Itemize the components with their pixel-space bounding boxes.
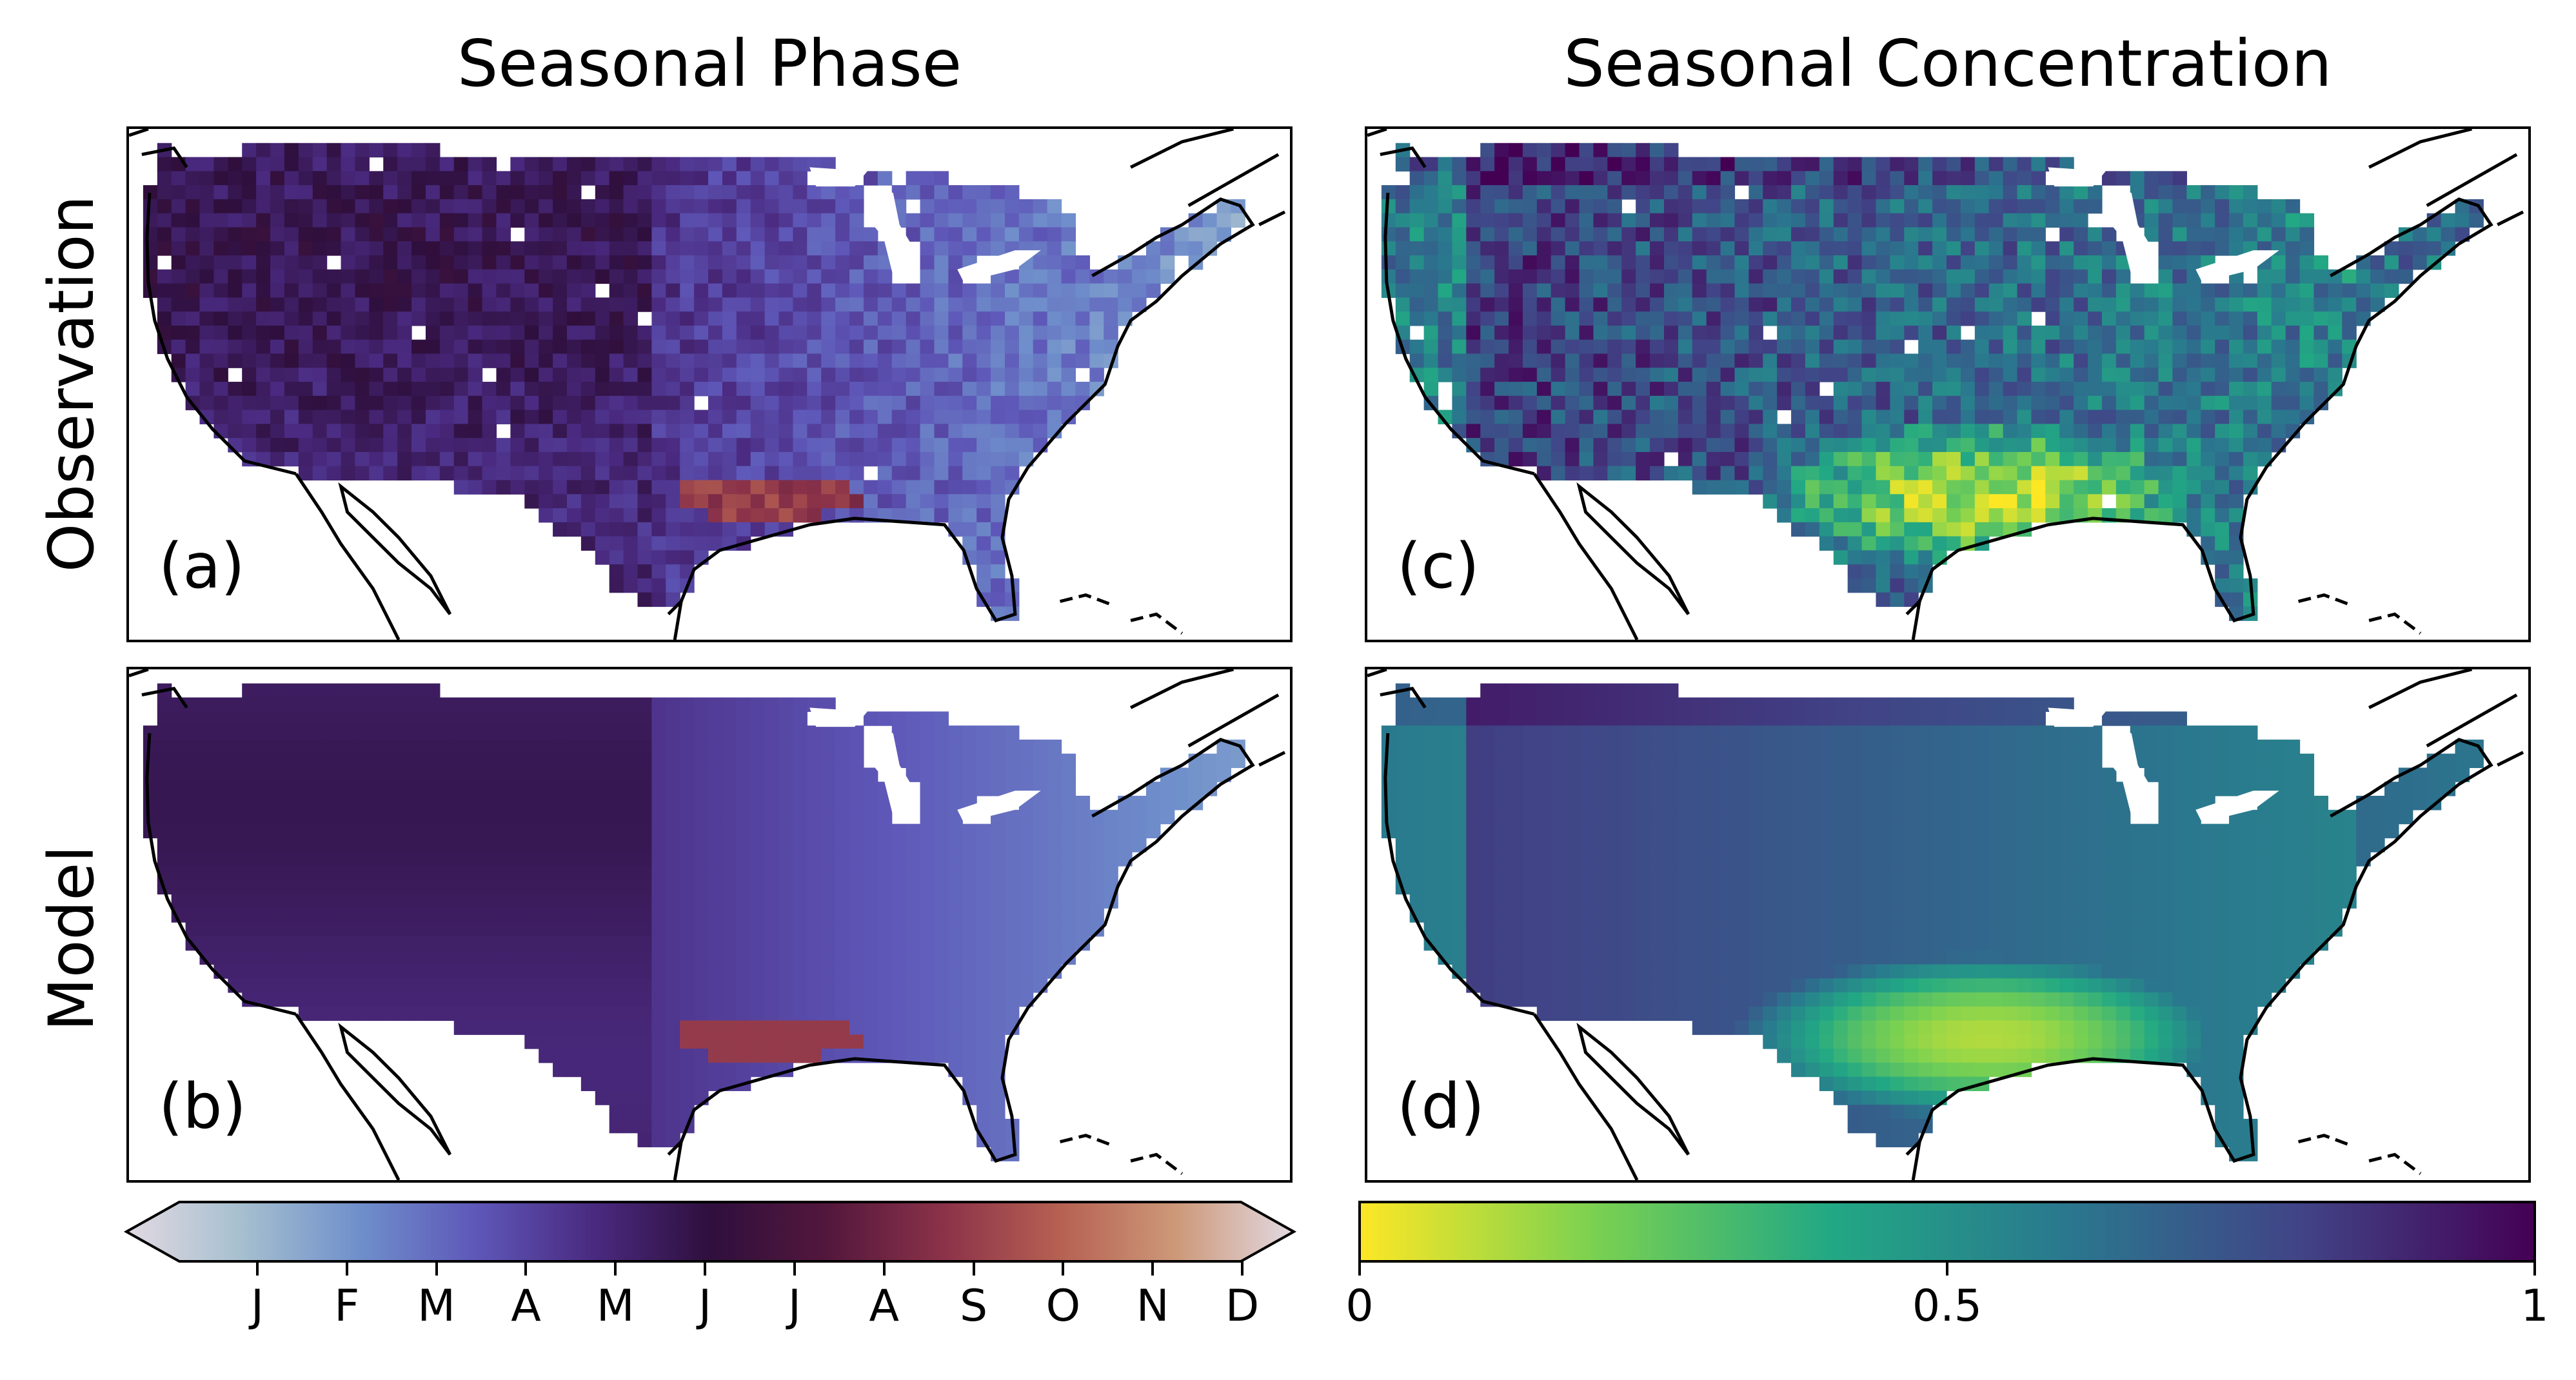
baja-coastline [294, 473, 683, 640]
baja-coastline [1532, 1013, 1921, 1180]
phase-tick-mark [1062, 1261, 1065, 1276]
panel-label-b: (b) [159, 1070, 246, 1143]
phase-tick-mark [704, 1261, 707, 1276]
island-coastline [2297, 1134, 2422, 1176]
concentration-tick-mark [1946, 1261, 1948, 1276]
map-canvas-c [1367, 129, 2524, 640]
map-panel-a: (a) [126, 126, 1293, 642]
lake-outline [2195, 250, 2279, 282]
phase-colorbar-svg [123, 1201, 1297, 1263]
canada-coastline [1129, 129, 1286, 226]
map-canvas-a [129, 129, 1286, 640]
lake-outline [2105, 727, 2157, 823]
pacific-northwest-coastline [1367, 129, 1427, 168]
phase-tick-mark [435, 1261, 438, 1276]
phase-tick-label: N [1136, 1281, 1169, 1332]
phase-tick-mark [972, 1261, 975, 1276]
coastline [1383, 192, 2493, 623]
pacific-northwest-coastline [129, 129, 188, 168]
title-seasonal-phase: Seasonal Phase [457, 26, 962, 101]
concentration-colorbar [1357, 1199, 2537, 1264]
phase-tick-mark [882, 1261, 886, 1276]
island-coastline [2297, 593, 2422, 635]
phase-tick-label: M [596, 1281, 635, 1332]
grid-cells [1381, 683, 2484, 1161]
panel-label-d: (d) [1397, 1070, 1485, 1143]
concentration-colorbar-bar [1358, 1201, 2536, 1263]
lake-outline [809, 707, 867, 727]
grid-cells [143, 143, 1245, 621]
phase-tick-label: A [511, 1281, 541, 1332]
lake-outline [2048, 707, 2106, 727]
lake-outline [2048, 167, 2106, 187]
coastline [145, 733, 1255, 1163]
island-coastline [1059, 1134, 1184, 1176]
lake-outline [867, 727, 919, 823]
phase-tick-mark [345, 1261, 348, 1276]
lake-outline [2105, 186, 2157, 282]
phase-tick-mark [1151, 1261, 1154, 1276]
baja-coastline [1532, 473, 1921, 640]
lake-outline [957, 791, 1041, 823]
concentration-tick-mark [2533, 1261, 2536, 1276]
grid-cells [1381, 143, 2484, 621]
phase-tick-mark [614, 1261, 617, 1276]
concentration-colorbar-ticks: 0 0.5 1 [1345, 1261, 2549, 1358]
panel-label-c: (c) [1397, 530, 1480, 602]
concentration-tick-label: 0.5 [1912, 1281, 1983, 1332]
concentration-tick-label: 1 [2521, 1281, 2549, 1332]
map-canvas-b [129, 669, 1286, 1180]
row-label-observation: Observation [35, 195, 108, 573]
map-panel-c: (c) [1365, 126, 2531, 642]
phase-tick-mark [524, 1261, 528, 1276]
phase-tick-label: M [417, 1281, 455, 1332]
island-coastline [1059, 593, 1184, 635]
title-seasonal-concentration: Seasonal Concentration [1563, 26, 2332, 101]
canada-coastline [1129, 669, 1286, 767]
panel-label-a: (a) [159, 530, 245, 602]
phase-tick-label: S [959, 1281, 988, 1332]
lake-outline [957, 250, 1041, 282]
baja-coastline [294, 1013, 683, 1180]
phase-tick-label: J [698, 1281, 712, 1332]
phase-colorbar [120, 1199, 1300, 1264]
phase-tick-mark [793, 1261, 796, 1276]
lake-outline [867, 186, 919, 282]
map-panel-d: (d) [1365, 667, 2531, 1183]
lake-outline [809, 167, 867, 187]
phase-tick-label: F [334, 1281, 360, 1332]
row-label-model: Model [35, 845, 108, 1032]
phase-tick-mark [256, 1261, 259, 1276]
phase-tick-mark [1241, 1261, 1243, 1276]
canada-coastline [2368, 669, 2524, 767]
coastline [145, 192, 1255, 623]
concentration-tick-mark [1358, 1261, 1361, 1276]
coastline [1383, 733, 2493, 1163]
concentration-colorbar-svg [1358, 1201, 2536, 1263]
phase-colorbar-bar [123, 1201, 1297, 1263]
lake-outline [2195, 791, 2279, 823]
pacific-northwest-coastline [129, 669, 188, 709]
phase-tick-label: O [1045, 1281, 1081, 1332]
canada-coastline [2368, 129, 2524, 226]
pacific-northwest-coastline [1367, 669, 1427, 709]
phase-tick-label: D [1225, 1281, 1260, 1332]
phase-tick-label: J [250, 1281, 264, 1332]
grid-cells [143, 683, 1245, 1161]
phase-tick-label: A [869, 1281, 899, 1332]
phase-tick-label: J [788, 1281, 801, 1332]
concentration-tick-label: 0 [1345, 1281, 1374, 1332]
map-panel-b: (b) [126, 667, 1293, 1183]
map-canvas-d [1367, 669, 2524, 1180]
